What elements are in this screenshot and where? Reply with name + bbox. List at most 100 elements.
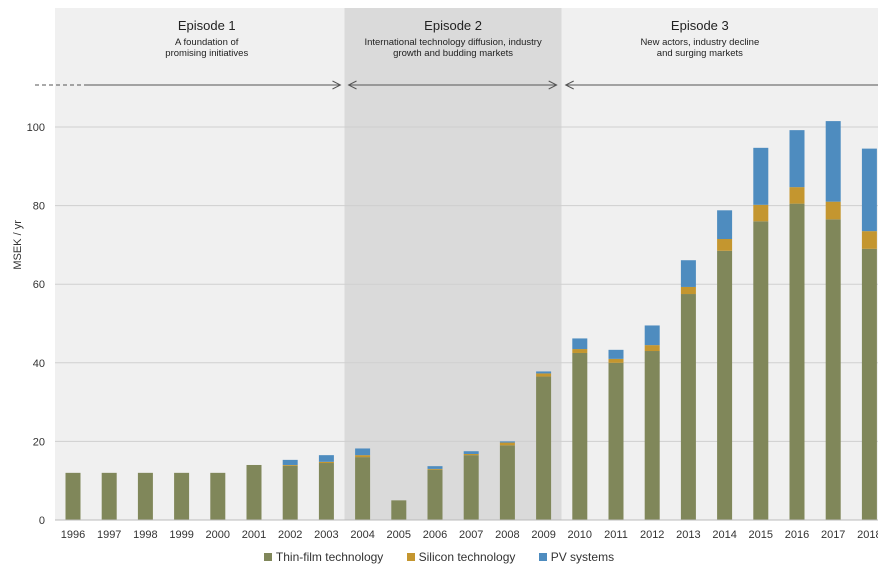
- bar-thin-film-technology-2002: [282, 465, 298, 520]
- legend-swatch-pv-systems: [538, 553, 547, 561]
- bar-pv-systems-2003: [318, 455, 334, 462]
- bar-pv-systems-2006: [427, 466, 443, 469]
- bar-pv-systems-2013: [680, 260, 696, 287]
- bar-silicon-technology-2002: [282, 464, 298, 466]
- legend-item-silicon: Silicon technology: [406, 550, 516, 564]
- x-tick-label-2001: 2001: [242, 529, 266, 541]
- x-tick-label-2003: 2003: [314, 529, 338, 541]
- bar-pv-systems-2015: [753, 147, 769, 205]
- y-axis-label: MSEK / yr: [12, 220, 24, 270]
- y-tick-label-0: 0: [39, 515, 45, 527]
- bar-pv-systems-2018: [861, 148, 877, 232]
- legend-swatch-thin-film: [263, 553, 272, 561]
- episode-1-subtitle-line-2: promising initiatives: [165, 48, 248, 59]
- episode-3-subtitle-line-2: and surging markets: [657, 48, 743, 59]
- bar-thin-film-technology-2003: [318, 463, 334, 520]
- bar-thin-film-technology-2015: [753, 221, 769, 520]
- x-tick-label-2012: 2012: [640, 529, 664, 541]
- bar-silicon-technology-2017: [825, 201, 841, 220]
- bar-silicon-technology-2011: [608, 358, 624, 363]
- episode-3-subtitle-line-1: New actors, industry decline: [640, 37, 759, 48]
- legend-label-thin-film: Thin-film technology: [275, 550, 384, 564]
- legend-label-pv-systems: PV systems: [550, 550, 615, 564]
- y-tick-label-60: 60: [33, 279, 45, 291]
- x-tick-label-1997: 1997: [97, 529, 121, 541]
- bar-thin-film-technology-1997: [101, 472, 117, 520]
- episode-backgrounds: [55, 8, 878, 520]
- bar-thin-film-technology-2004: [355, 457, 371, 520]
- bar-thin-film-technology-1998: [137, 472, 153, 520]
- x-tick-label-2016: 2016: [785, 529, 809, 541]
- legend-item-thin-film: Thin-film technology: [263, 550, 384, 564]
- bar-thin-film-technology-2016: [789, 203, 805, 520]
- x-tick-label-1998: 1998: [133, 529, 157, 541]
- bar-thin-film-technology-2009: [536, 376, 552, 520]
- episode-1-title: Episode 1: [178, 18, 236, 33]
- bar-pv-systems-2011: [608, 349, 624, 359]
- bar-thin-film-technology-2017: [825, 219, 841, 521]
- bar-pv-systems-2014: [717, 210, 733, 240]
- bar-silicon-technology-2016: [789, 187, 805, 204]
- x-tick-label-1999: 1999: [169, 529, 193, 541]
- x-tick-label-2011: 2011: [604, 529, 628, 541]
- bar-thin-film-technology-2008: [499, 445, 515, 520]
- legend: Thin-film technology Silicon technology …: [0, 550, 878, 564]
- episode-3-title: Episode 3: [671, 18, 729, 33]
- episode-2-subtitle-line-1: International technology diffusion, indu…: [364, 37, 542, 48]
- bar-silicon-technology-2014: [717, 239, 733, 251]
- x-tick-label-2002: 2002: [278, 529, 302, 541]
- bar-pv-systems-2016: [789, 130, 805, 188]
- x-tick-label-2005: 2005: [387, 529, 411, 541]
- bar-silicon-technology-2013: [680, 286, 696, 295]
- bar-thin-film-technology-2005: [391, 500, 407, 520]
- episode-2-title: Episode 2: [424, 18, 482, 33]
- x-tick-label-2004: 2004: [350, 529, 374, 541]
- bar-silicon-technology-2012: [644, 345, 660, 352]
- bar-silicon-technology-2006: [427, 468, 443, 470]
- bar-pv-systems-2008: [499, 441, 515, 443]
- bar-pv-systems-2017: [825, 121, 841, 202]
- x-tick-label-2008: 2008: [495, 529, 519, 541]
- axes: 0 20 40 60 80 100 MSEK / yr 1996 1997 1998 1999 200…: [12, 122, 878, 541]
- bar-silicon-technology-2004: [355, 455, 371, 458]
- episode-1-background: [55, 8, 345, 520]
- x-tick-label-2014: 2014: [712, 529, 736, 541]
- bar-thin-film-technology-1996: [65, 472, 81, 520]
- bar-thin-film-technology-2014: [717, 250, 733, 521]
- legend-label-silicon: Silicon technology: [418, 550, 516, 564]
- bar-silicon-technology-2007: [463, 453, 479, 456]
- x-tick-label-2018: 2018: [857, 529, 878, 541]
- episode-2-background: [344, 8, 562, 520]
- y-tick-label-80: 80: [33, 201, 45, 213]
- legend-item-pv-systems: PV systems: [538, 550, 615, 564]
- bar-thin-film-technology-2012: [644, 351, 660, 520]
- bar-pv-systems-2009: [536, 371, 552, 374]
- y-tick-label-40: 40: [33, 358, 45, 370]
- bar-thin-film-technology-2018: [861, 248, 877, 520]
- episode-2-subtitle-line-2: growth and budding markets: [393, 48, 513, 59]
- bar-pv-systems-2012: [644, 325, 660, 346]
- x-tick-label-2010: 2010: [568, 529, 592, 541]
- bar-thin-film-technology-2000: [210, 472, 226, 520]
- legend-swatch-silicon: [406, 553, 415, 561]
- bar-pv-systems-2007: [463, 451, 479, 454]
- bar-thin-film-technology-2011: [608, 362, 624, 520]
- bar-silicon-technology-2003: [318, 461, 334, 464]
- bar-pv-systems-2004: [355, 448, 371, 456]
- x-tick-label-2007: 2007: [459, 529, 483, 541]
- bar-silicon-technology-2009: [536, 373, 552, 377]
- y-tick-label-100: 100: [27, 122, 45, 134]
- y-tick-label-20: 20: [33, 436, 45, 448]
- bar-silicon-technology-2008: [499, 442, 515, 446]
- x-tick-label-2013: 2013: [676, 529, 700, 541]
- bar-thin-film-technology-2007: [463, 455, 479, 520]
- x-tick-label-2017: 2017: [821, 529, 845, 541]
- bar-thin-film-technology-2010: [572, 352, 588, 520]
- bars: [65, 121, 877, 521]
- bar-thin-film-technology-2001: [246, 464, 262, 520]
- bar-pv-systems-2002: [282, 459, 298, 465]
- x-tick-label-2015: 2015: [749, 529, 773, 541]
- bar-silicon-technology-2018: [861, 231, 877, 249]
